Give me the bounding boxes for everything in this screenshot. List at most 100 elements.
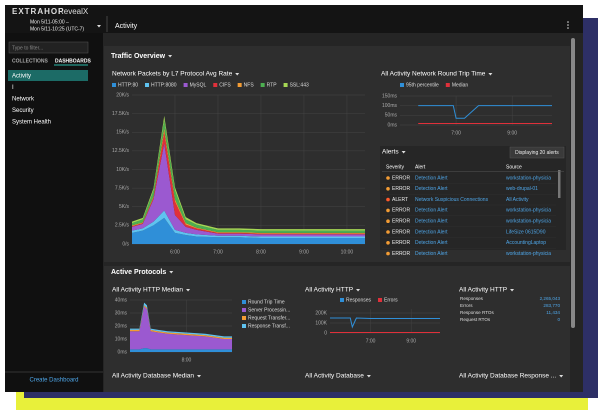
tab[interactable]: COLLECTIONS bbox=[12, 58, 48, 64]
metric-label: Responses bbox=[460, 296, 484, 301]
legend-label[interactable]: Server Processin... bbox=[248, 307, 290, 313]
severity-dot bbox=[386, 251, 390, 256]
column-header: Alert bbox=[415, 164, 426, 170]
section-title[interactable]: Traffic Overview bbox=[111, 53, 166, 60]
nav-item[interactable]: System Health bbox=[12, 120, 51, 126]
dropdown-icon[interactable] bbox=[366, 375, 371, 378]
legend-label[interactable]: MySQL bbox=[190, 82, 207, 88]
alert-source[interactable]: workstation-physicia bbox=[506, 251, 551, 257]
scrollbar[interactable] bbox=[558, 170, 561, 198]
legend-label[interactable]: Median bbox=[452, 82, 469, 88]
legend-label[interactable]: Response Transf... bbox=[248, 323, 290, 329]
alert-source[interactable]: LifeSize 0615D90 bbox=[506, 229, 546, 235]
section-title[interactable]: Active Protocols bbox=[111, 269, 166, 276]
sidebar-footer bbox=[5, 372, 103, 392]
alert-source[interactable]: workstation-physicia bbox=[506, 219, 551, 225]
legend-label[interactable]: HTTP:8080 bbox=[151, 82, 177, 88]
y-tick-label: 0ms bbox=[118, 349, 128, 355]
dropdown-icon[interactable] bbox=[559, 375, 564, 378]
alert-source[interactable]: All Activity bbox=[506, 197, 529, 203]
product: RevealX bbox=[58, 7, 89, 16]
legend-label[interactable]: Request Transfer... bbox=[248, 315, 290, 321]
nav-item[interactable]: Security bbox=[12, 108, 34, 114]
dropdown-icon[interactable] bbox=[97, 25, 101, 28]
dropdown-icon[interactable] bbox=[488, 73, 493, 76]
create-dashboard[interactable]: Create Dashboard bbox=[29, 378, 78, 384]
legend-label[interactable]: CIFS bbox=[219, 82, 231, 88]
chart-title[interactable]: Network Packets by L7 Protocol Avg Rate bbox=[112, 71, 233, 78]
severity: ALERT bbox=[392, 197, 408, 203]
area bbox=[130, 348, 232, 352]
legend-label[interactable]: Errors bbox=[384, 297, 398, 303]
area bbox=[132, 217, 365, 244]
legend-label[interactable]: Responses bbox=[346, 297, 372, 303]
alerts-title[interactable]: Alerts bbox=[382, 149, 399, 156]
alert-name[interactable]: Detection Alert bbox=[415, 251, 448, 257]
alert-source[interactable]: AccountingLaptop bbox=[506, 240, 546, 246]
alert-name[interactable]: Detection Alert bbox=[415, 219, 448, 225]
active-item bbox=[8, 70, 88, 81]
legend-swatch bbox=[445, 83, 450, 87]
column-header: Severity bbox=[386, 164, 405, 170]
y-tick-label: 10ms bbox=[115, 336, 128, 342]
severity-dot bbox=[386, 208, 390, 213]
legend-swatch bbox=[183, 83, 188, 87]
alert-source[interactable]: workstation-physicia bbox=[506, 208, 551, 214]
filter-input[interactable] bbox=[8, 41, 89, 54]
alert-name[interactable]: Network Suspicious Connections bbox=[415, 197, 489, 203]
y-tick-label: 2.5K/s bbox=[115, 223, 130, 229]
menu-icon[interactable] bbox=[567, 27, 569, 29]
alerts-button[interactable] bbox=[509, 146, 565, 159]
metrics-title[interactable]: All Activity HTTP bbox=[459, 287, 507, 294]
legend-label[interactable]: RTP bbox=[267, 82, 278, 88]
alert-source[interactable]: web-drupal-01 bbox=[506, 186, 538, 192]
scrollbar[interactable] bbox=[571, 38, 575, 328]
tab[interactable]: DASHBOARDS bbox=[55, 58, 92, 64]
nav-item[interactable]: Activity bbox=[12, 74, 31, 80]
dropdown-icon[interactable] bbox=[510, 289, 515, 292]
legend-label[interactable]: HTTP:80 bbox=[118, 82, 138, 88]
dropdown-icon[interactable] bbox=[235, 73, 240, 76]
dropdown-icon[interactable] bbox=[169, 271, 174, 274]
menu-icon[interactable] bbox=[567, 24, 569, 26]
alert-source[interactable]: workstation-physicia bbox=[506, 175, 551, 181]
y-tick-label: 40ms bbox=[115, 297, 128, 303]
line bbox=[330, 317, 440, 329]
severity-dot bbox=[386, 176, 390, 180]
menu-icon[interactable] bbox=[567, 21, 569, 23]
alerts-count[interactable]: Displaying 20 alerts bbox=[515, 150, 559, 156]
chart-title[interactable]: All Activity Network Round Trip Time bbox=[381, 71, 486, 78]
legend-label[interactable]: 95th percentile bbox=[406, 82, 439, 88]
dropdown-icon[interactable] bbox=[186, 289, 191, 292]
alert-name[interactable]: Detection Alert bbox=[415, 208, 448, 214]
legend-label[interactable]: Round Trip Time bbox=[248, 299, 285, 305]
x-tick-label: 6:00 bbox=[170, 249, 180, 255]
alert-name[interactable]: Detection Alert bbox=[415, 175, 448, 181]
legend-label[interactable]: NFS bbox=[244, 82, 255, 88]
chart-title[interactable]: All Activity Database Median bbox=[112, 373, 194, 380]
alert-name[interactable]: Detection Alert bbox=[415, 229, 448, 235]
legend-label[interactable]: SSL:443 bbox=[290, 82, 309, 88]
x-tick-label: 10:00 bbox=[341, 249, 354, 255]
chart-title[interactable]: All Activity Database bbox=[305, 373, 364, 380]
alert-name[interactable]: Detection Alert bbox=[415, 240, 448, 246]
chart-title[interactable]: All Activity Database Response ... bbox=[459, 373, 556, 380]
dropdown-icon[interactable] bbox=[168, 55, 173, 58]
line bbox=[418, 105, 552, 119]
y-tick-label: 20K/s bbox=[116, 92, 129, 98]
dropdown-icon[interactable] bbox=[356, 289, 361, 292]
dropdown-icon[interactable] bbox=[401, 151, 406, 154]
time-range[interactable]: Mon 5/11-10:25 (UTC-7) bbox=[30, 26, 84, 32]
y-tick-label: 0 bbox=[324, 330, 327, 336]
metric-value: 283,770 bbox=[543, 303, 560, 308]
x-tick-label: 9:00 bbox=[507, 130, 517, 136]
dropdown-icon[interactable] bbox=[197, 375, 202, 378]
alert-name[interactable]: Detection Alert bbox=[415, 186, 448, 192]
y-tick-label: 150ms bbox=[382, 93, 398, 99]
time-range[interactable]: Mon 5/11-05:00 – bbox=[30, 19, 69, 25]
nav-item[interactable]: I bbox=[12, 85, 14, 91]
chart-title[interactable]: All Activity HTTP bbox=[305, 287, 353, 294]
nav-item[interactable]: Network bbox=[12, 97, 35, 103]
legend-swatch bbox=[340, 298, 344, 302]
chart-title[interactable]: All Activity HTTP Median bbox=[112, 287, 183, 294]
